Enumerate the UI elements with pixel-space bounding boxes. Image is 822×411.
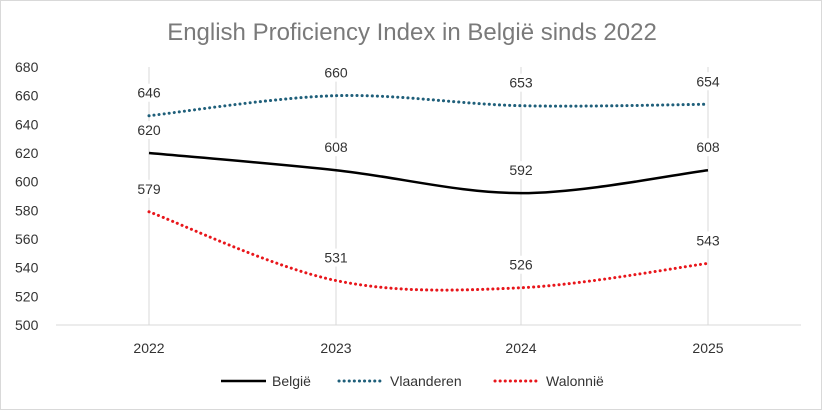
data-label-layer: 620 608 592 608 646 660 653 654 579 531 526 543 [134,63,723,274]
data-label: 646 [137,85,161,101]
legend-label-1: Vlaanderen [390,373,462,389]
data-label: 531 [324,250,348,266]
y-tick-label: 560 [15,231,39,247]
data-label: 660 [324,65,348,81]
y-tick-label: 500 [15,317,39,333]
data-label-bg [321,248,351,267]
data-label: 653 [509,75,533,91]
data-label: 543 [696,232,720,248]
y-tick-label: 520 [15,288,39,304]
x-tick-label: 2022 [133,340,164,356]
y-tick-label: 580 [15,202,39,218]
legend-label-2: Walonnië [546,373,604,389]
data-label-bg [693,72,723,91]
series-line-2 [147,210,710,292]
data-label: 526 [509,257,533,273]
data-label-bg [321,63,351,82]
series-layer [147,93,710,292]
legend-label-0: België [272,373,311,389]
y-tick-label: 660 [15,88,39,104]
grid-layer [148,67,709,325]
data-label-bg [134,83,164,102]
series-line-0 [148,151,709,195]
y-tick-label: 620 [15,145,39,161]
axis-layer: 500 520 540 560 580 600 620 640 660 680 2022 2023 20… [15,59,801,356]
chart-title: English Proficiency Index in België sind… [167,19,657,46]
x-tick-label: 2023 [320,340,351,356]
data-label: 608 [696,139,720,155]
data-label-bg [321,138,351,157]
y-tick-label: 680 [15,59,39,75]
data-label: 579 [137,181,161,197]
data-label: 608 [324,139,348,155]
data-label-bg [693,231,723,250]
data-label-bg [506,255,536,274]
data-label-bg [506,73,536,92]
x-tick-label: 2025 [692,340,723,356]
series-line-1 [147,93,710,118]
data-label-bg [506,161,536,180]
data-label: 592 [509,162,533,178]
x-tick-label: 2024 [505,340,536,356]
y-tick-label: 540 [15,260,39,276]
legend: België Vlaanderen Walonnië [221,373,604,389]
data-label-bg [134,179,164,198]
y-tick-label: 600 [15,174,39,190]
data-label: 654 [696,73,720,89]
data-label-bg [693,138,723,157]
data-label: 620 [137,122,161,138]
y-tick-label: 640 [15,116,39,132]
data-label-bg [134,121,164,139]
